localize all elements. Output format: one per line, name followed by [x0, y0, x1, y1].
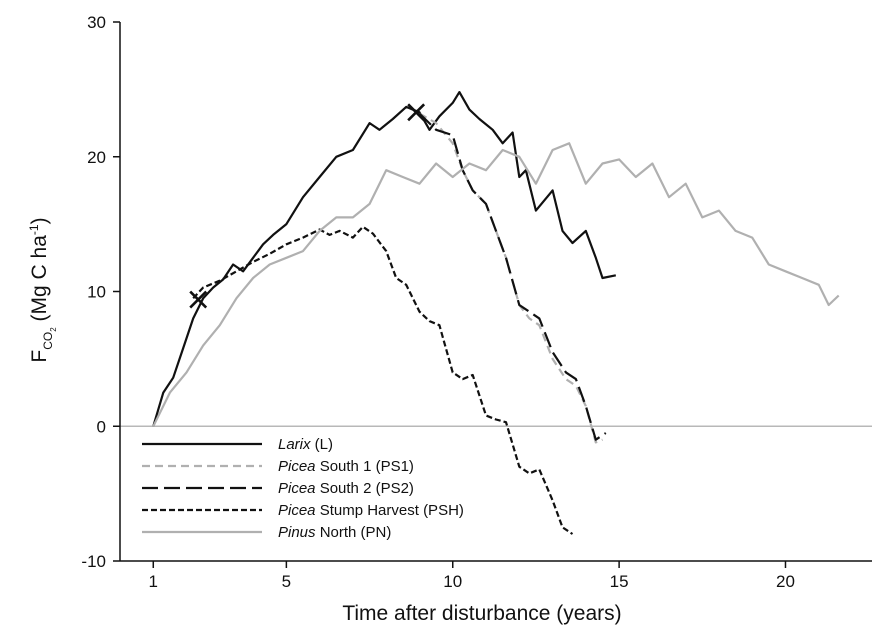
legend-label-genus: Larix: [278, 436, 311, 453]
legend-label: Pinus North (PN): [278, 524, 391, 541]
y-axis-title-subsub: 2: [49, 327, 58, 332]
x-marker-stroke: [189, 290, 208, 309]
series-line-l: [152, 91, 617, 427]
legend-label-genus: Picea: [278, 458, 316, 475]
x-marker-1: [189, 290, 208, 309]
y-tick-label: 0: [97, 417, 106, 436]
legend-item-pn: Pinus North (PN): [142, 524, 391, 541]
legend-label-rest: South 2 (PS2): [316, 480, 414, 497]
x-axis-title: Time after disturbance (years): [342, 602, 621, 625]
y-tick-label: 10: [87, 283, 106, 302]
y-axis-title-unit: (Mg C ha: [28, 235, 51, 328]
y-axis-title-close: ): [28, 217, 51, 224]
x-tick-label: 5: [282, 572, 291, 591]
legend-label-genus: Pinus: [278, 524, 316, 541]
legend-label: Picea South 2 (PS2): [278, 480, 414, 497]
series-line-ps1: [418, 112, 603, 444]
series-layer: [152, 91, 840, 535]
legend-label-rest: (L): [311, 436, 334, 453]
y-tick-label: -10: [81, 552, 106, 571]
marker-layer: [189, 103, 426, 309]
legend-label-genus: Picea: [278, 480, 316, 497]
legend-label-rest: South 1 (PS1): [316, 458, 414, 475]
legend: Larix (L)Picea South 1 (PS1)Picea South …: [142, 436, 464, 541]
x-tick-label: 15: [610, 572, 629, 591]
legend-label-rest: Stump Harvest (PSH): [316, 502, 464, 519]
legend-item-ps1: Picea South 1 (PS1): [142, 458, 414, 475]
legend-item-ps2: Picea South 2 (PS2): [142, 480, 414, 497]
y-tick-label: 20: [87, 148, 106, 167]
y-axis-title-sup: -1: [27, 224, 41, 235]
x-tick-label: 10: [443, 572, 462, 591]
series-line-pn: [152, 142, 840, 427]
legend-item-psh: Picea Stump Harvest (PSH): [142, 502, 464, 519]
y-axis-title: FCO2 (Mg C ha-1): [27, 217, 58, 362]
x-marker-stroke: [407, 103, 426, 122]
legend-label-genus: Picea: [278, 502, 316, 519]
legend-label: Picea South 1 (PS1): [278, 458, 414, 475]
y-tick-label: 30: [87, 13, 106, 32]
legend-label: Picea Stump Harvest (PSH): [278, 502, 464, 519]
legend-label: Larix (L): [278, 436, 333, 453]
series-line-ps2: [418, 112, 607, 441]
legend-label-rest: North (PN): [316, 524, 392, 541]
y-axis-title-main: F: [28, 350, 51, 363]
series-line-psh: [192, 225, 574, 535]
legend-item-l: Larix (L): [142, 436, 333, 453]
x-marker-2: [407, 103, 426, 122]
y-axis-title-sub: CO: [41, 332, 55, 350]
y-axis-title-text: FCO2 (Mg C ha-1): [27, 217, 58, 362]
x-tick-label: 1: [149, 572, 158, 591]
x-tick-label: 20: [776, 572, 795, 591]
